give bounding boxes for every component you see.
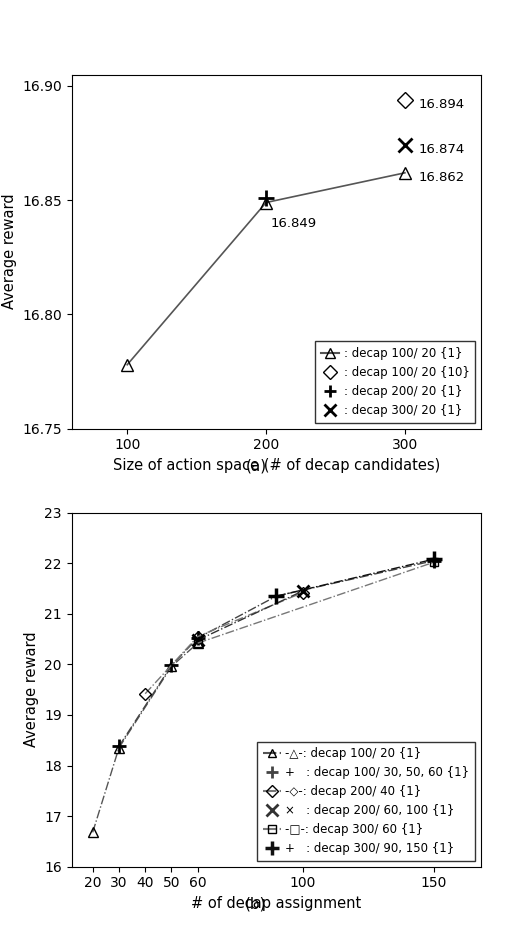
Y-axis label: Average reward: Average reward — [24, 632, 38, 747]
X-axis label: # of decap assignment: # of decap assignment — [191, 896, 361, 911]
Y-axis label: Average reward: Average reward — [2, 194, 17, 309]
Text: 16.862: 16.862 — [419, 171, 465, 184]
Text: 16.849: 16.849 — [270, 216, 316, 229]
Text: (a): (a) — [245, 459, 267, 473]
Legend: -△-: decap 100/ 20 {1}, +   : decap 100/ 30, 50, 60 {1}, -◇-: decap 200/ 40 {1},: -△-: decap 100/ 20 {1}, + : decap 100/ 3… — [257, 742, 475, 861]
Text: 16.874: 16.874 — [419, 144, 465, 157]
Legend: : decap 100/ 20 {1}, : decap 100/ 20 {10}, : decap 200/ 20 {1}, : decap 300/ 20 : : decap 100/ 20 {1}, : decap 100/ 20 {10… — [315, 341, 475, 423]
X-axis label: Size of action space (# of decap candidates): Size of action space (# of decap candida… — [113, 458, 440, 473]
Text: (b): (b) — [245, 897, 267, 911]
Text: 16.894: 16.894 — [419, 98, 465, 111]
